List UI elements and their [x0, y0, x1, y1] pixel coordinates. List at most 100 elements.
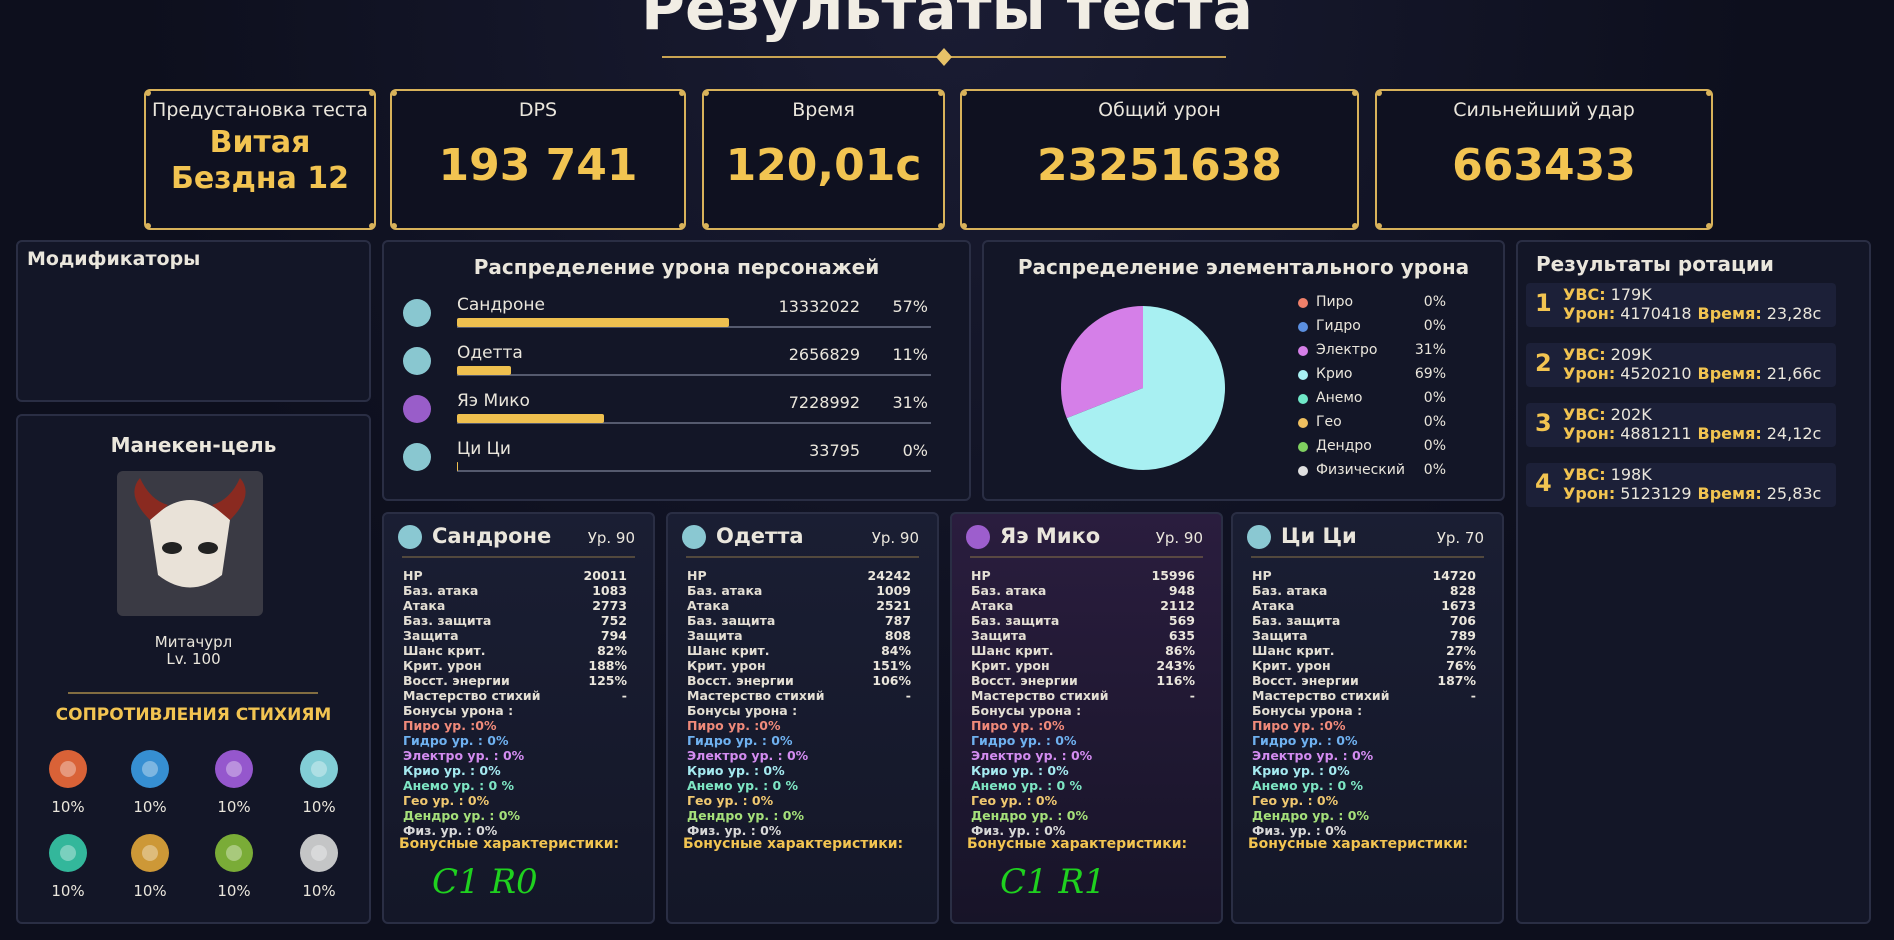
- rotation-title: Результаты ротации: [1536, 252, 1774, 276]
- rotation-line: Урон: 5123129 Время: 25,83с: [1563, 484, 1821, 503]
- bonus-line: Электро ур. : 0%: [403, 748, 525, 763]
- damage-value: 7228992: [788, 393, 860, 412]
- bonus-line: Анемо ур. : 0 %: [687, 778, 799, 793]
- damage-value: 5123129: [1620, 484, 1692, 503]
- bonus-header: Бонусы урона :: [971, 703, 1082, 718]
- legend-label: Пиро: [1316, 294, 1354, 310]
- bar-track: [457, 326, 931, 328]
- damage-title: Распределение урона персонажей: [473, 255, 880, 279]
- legend-value: 0%: [1423, 414, 1446, 430]
- stat-label: Защита: [1252, 628, 1308, 643]
- stat-value: 808: [884, 628, 911, 643]
- card-name: Одетта: [716, 524, 804, 548]
- bonus-line: Физ. ур. : 0%: [403, 823, 498, 838]
- stat-value: 635: [1168, 628, 1195, 643]
- stat-label: Баз. атака: [687, 583, 763, 598]
- damage-value: 4520210: [1620, 364, 1692, 383]
- resistance-value: 10%: [133, 882, 167, 900]
- target-level: Lv. 100: [166, 650, 221, 668]
- bonus-line: Анемо ур. : 0 %: [403, 778, 515, 793]
- stat-value: 86%: [1165, 643, 1195, 658]
- stat-label: Атака: [1252, 598, 1295, 613]
- damage-value: 4170418: [1620, 304, 1692, 323]
- stat-value: 1009: [876, 583, 911, 598]
- stat-value: 82%: [597, 643, 627, 658]
- bonus-line: Электро ур. : 0%: [1252, 748, 1374, 763]
- rotation-item: [1526, 343, 1836, 387]
- bonus-line: Гидро ур. : 0%: [403, 733, 509, 748]
- target-name: Митачурл: [154, 633, 233, 651]
- damage-bar: [457, 462, 458, 471]
- stat-label: Атака: [403, 598, 446, 613]
- stat-value: 84%: [881, 643, 911, 658]
- bonus-stats-title: Бонусные характеристики:: [1248, 836, 1469, 852]
- time-value: 21,66с: [1766, 364, 1822, 383]
- stat-label: Мастерство стихий: [687, 688, 825, 703]
- stat-value: 106%: [872, 673, 911, 688]
- stat-value: 828: [1449, 583, 1476, 598]
- resistance-value: 10%: [217, 798, 251, 816]
- stat-value: 27%: [1446, 643, 1476, 658]
- card-level: Ур. 90: [1155, 529, 1203, 547]
- rotation-line: Урон: 4520210 Время: 21,66с: [1563, 364, 1821, 383]
- target-title: Манекен-цель: [110, 433, 277, 457]
- stat-value: 706: [1449, 613, 1476, 628]
- stat-value: 789: [1449, 628, 1476, 643]
- rotation-line: УВС: 202K: [1563, 405, 1652, 424]
- rotation-line: Урон: 4170418 Время: 23,28с: [1563, 304, 1821, 323]
- bonus-line: Пиро ур. :0%: [687, 718, 781, 733]
- legend-value: 0%: [1423, 390, 1446, 406]
- time-label: Время:: [1697, 304, 1762, 323]
- legend-value: 69%: [1414, 366, 1446, 382]
- ubc-value: 202K: [1610, 405, 1652, 424]
- stat-label: Баз. защита: [403, 613, 492, 628]
- rotation-line: Урон: 4881211 Время: 24,12с: [1563, 424, 1821, 443]
- stat-label: Крит. урон: [1252, 658, 1331, 673]
- stat-label: HP: [971, 568, 991, 583]
- summary-label: Время: [792, 99, 855, 121]
- time-label: Время:: [1697, 364, 1762, 383]
- stat-value: 1673: [1441, 598, 1476, 613]
- damage-label: Урон:: [1563, 364, 1616, 383]
- resistance-title: СОПРОТИВЛЕНИЯ СТИХИЯМ: [55, 705, 332, 725]
- time-label: Время:: [1697, 424, 1762, 443]
- rotation-line: УВС: 198K: [1563, 465, 1652, 484]
- damage-value: 2656829: [788, 345, 860, 364]
- legend-label: Анемо: [1316, 390, 1363, 406]
- resistance-value: 10%: [302, 798, 336, 816]
- damage-percent: 57%: [892, 297, 928, 316]
- ubc-value: 179K: [1610, 285, 1652, 304]
- stat-value: 2773: [592, 598, 627, 613]
- character-name: Яэ Мико: [457, 391, 530, 411]
- bonus-line: Крио ур. : 0%: [403, 763, 501, 778]
- bonus-line: Физ. ур. : 0%: [687, 823, 782, 838]
- stat-value: -: [1470, 688, 1476, 703]
- time-value: 23,28с: [1766, 304, 1822, 323]
- stat-label: HP: [403, 568, 423, 583]
- stat-label: HP: [687, 568, 707, 583]
- stat-value: -: [905, 688, 911, 703]
- damage-bar: [457, 318, 729, 327]
- summary-value: 120,01с: [725, 140, 922, 191]
- card-name: Ци Ци: [1281, 524, 1357, 548]
- bonus-line: Гидро ур. : 0%: [687, 733, 793, 748]
- summary-box: [1375, 89, 1713, 230]
- stat-value: 948: [1168, 583, 1195, 598]
- damage-value: 4881211: [1620, 424, 1692, 443]
- summary-box: [390, 89, 686, 230]
- summary-value: 663433: [1452, 140, 1636, 191]
- character-name: Сандроне: [457, 295, 545, 315]
- character-card: [382, 512, 655, 924]
- stat-label: Восст. энергии: [1252, 673, 1359, 688]
- bar-track: [457, 470, 931, 472]
- rotation-line: УВС: 209K: [1563, 345, 1652, 364]
- stat-label: Крит. урон: [971, 658, 1050, 673]
- bonus-line: Гео ур. : 0%: [1252, 793, 1339, 808]
- stat-label: Шанс крит.: [971, 643, 1054, 658]
- resistance-value: 10%: [133, 798, 167, 816]
- stat-label: Защита: [403, 628, 459, 643]
- time-value: 24,12с: [1766, 424, 1822, 443]
- bonus-line: Крио ур. : 0%: [1252, 763, 1350, 778]
- summary-label: DPS: [518, 99, 558, 121]
